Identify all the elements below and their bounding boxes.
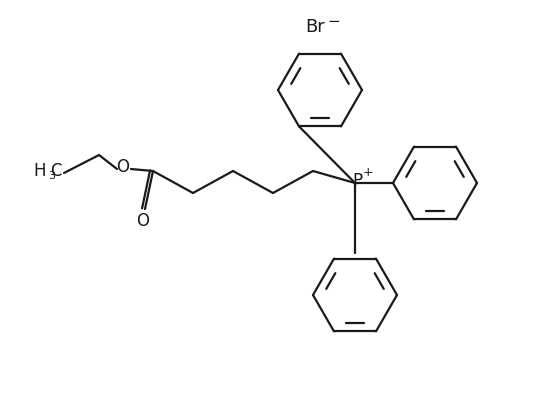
Text: H: H — [34, 162, 46, 180]
Text: C: C — [51, 162, 62, 180]
Text: −: − — [327, 15, 340, 30]
Text: O: O — [117, 158, 129, 176]
Text: +: + — [362, 166, 373, 179]
Text: Br: Br — [305, 18, 324, 36]
Text: 3: 3 — [48, 171, 55, 181]
Text: P: P — [352, 172, 362, 190]
Text: O: O — [136, 212, 150, 230]
